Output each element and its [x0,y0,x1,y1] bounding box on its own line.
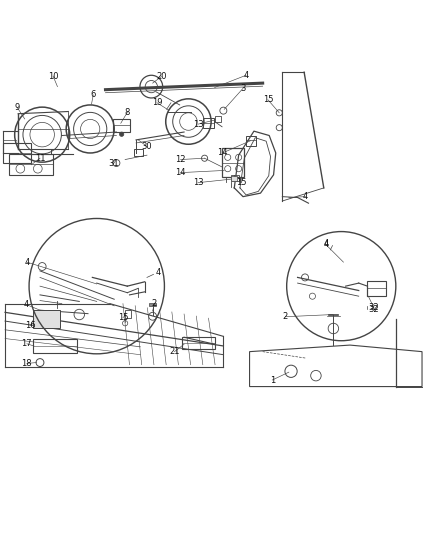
Text: 13: 13 [193,178,203,187]
Text: 12: 12 [175,155,186,164]
Text: 30: 30 [141,142,152,151]
Text: 13: 13 [193,120,203,128]
Text: 4: 4 [24,257,29,266]
Text: 10: 10 [48,71,58,80]
Text: 1: 1 [270,376,275,384]
Text: 17: 17 [21,340,32,348]
Text: 4: 4 [155,268,160,277]
FancyBboxPatch shape [33,310,60,328]
Text: 21: 21 [169,347,180,356]
Text: 2: 2 [152,299,157,308]
Text: 31: 31 [108,159,119,168]
Text: 4: 4 [303,192,308,201]
Circle shape [120,132,124,136]
Text: 14: 14 [175,168,186,177]
Text: 32: 32 [369,303,379,312]
Text: 32: 32 [369,305,379,314]
Text: 4: 4 [244,71,249,80]
Text: 4: 4 [323,239,328,248]
FancyBboxPatch shape [149,303,156,306]
Text: 16: 16 [25,321,35,330]
Text: 19: 19 [152,98,162,107]
Text: 6: 6 [91,91,96,100]
Text: 2: 2 [283,312,288,321]
Text: 4: 4 [323,240,328,249]
Text: 15: 15 [237,178,247,187]
Text: 15: 15 [118,313,128,322]
Text: 15: 15 [263,95,273,104]
FancyBboxPatch shape [231,176,237,181]
Text: 14: 14 [217,149,228,157]
Text: 3: 3 [240,84,246,93]
Text: 4: 4 [23,300,28,309]
Text: 9: 9 [14,103,20,112]
Text: 11: 11 [35,154,45,163]
Text: 18: 18 [21,359,32,368]
Text: 20: 20 [156,72,166,81]
Text: 8: 8 [125,108,130,117]
